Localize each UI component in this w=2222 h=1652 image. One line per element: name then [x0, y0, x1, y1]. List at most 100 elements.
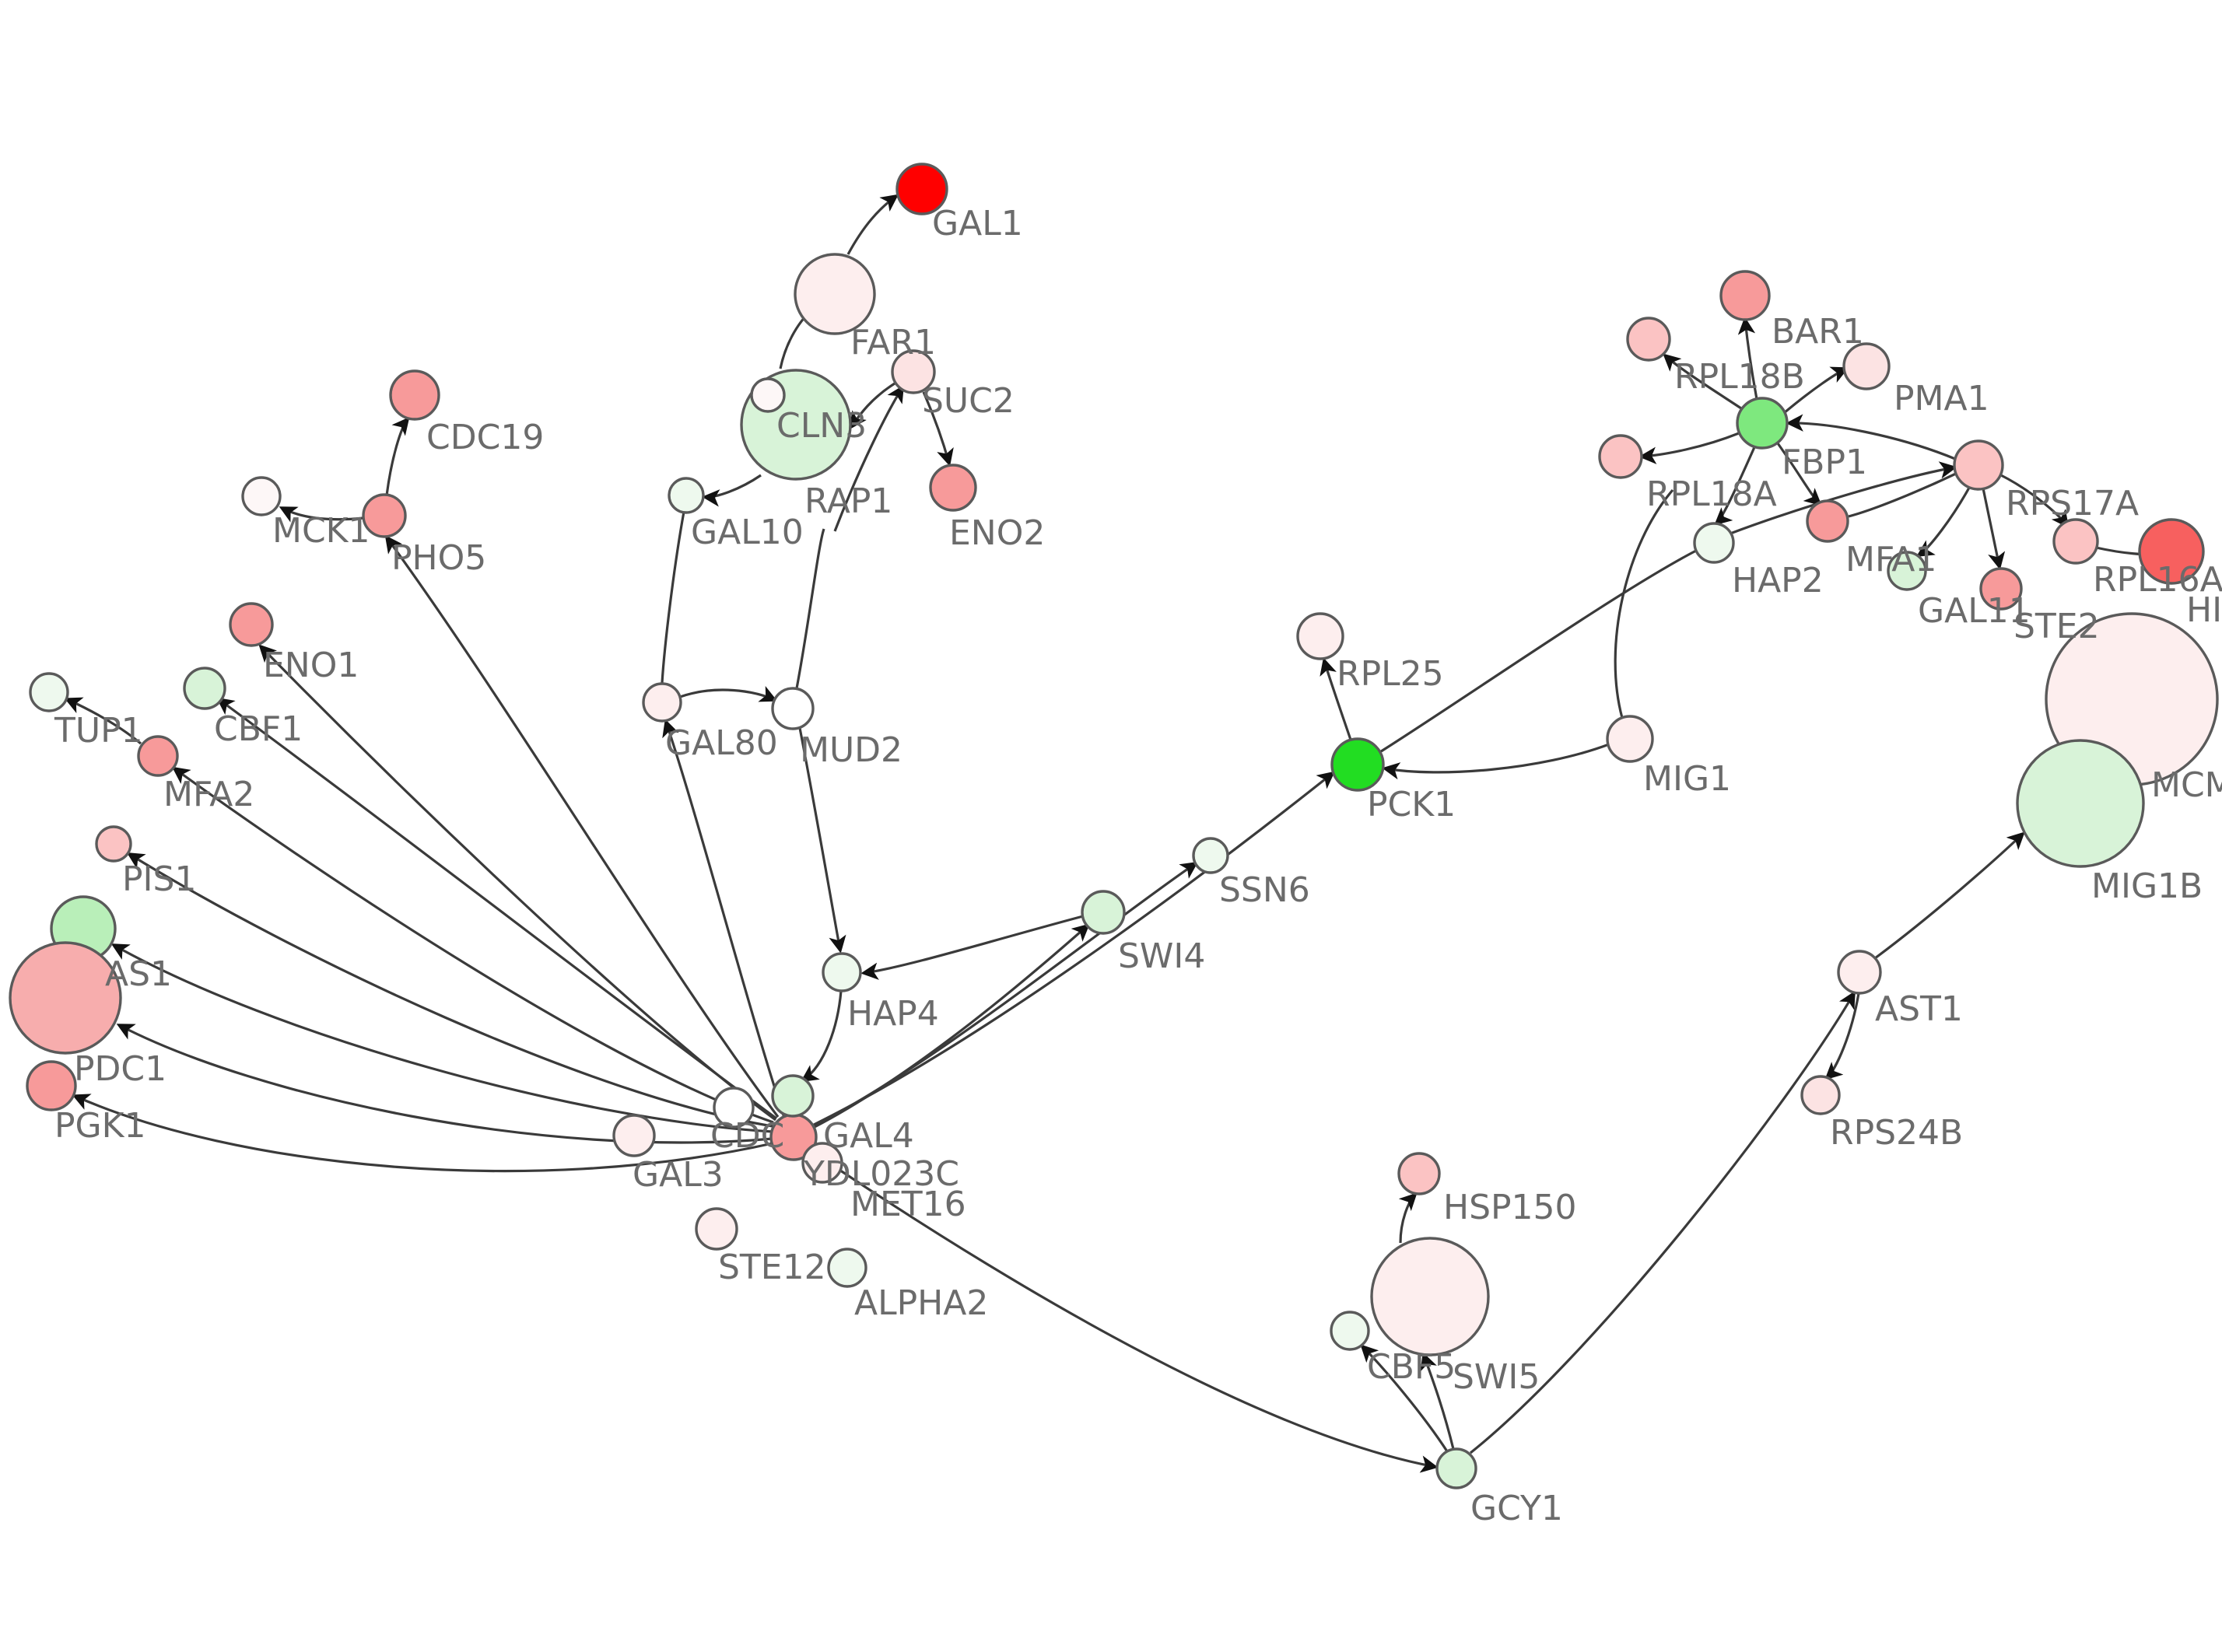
node-ssn6[interactable]: [1192, 837, 1229, 874]
node-ydl023c[interactable]: [801, 1142, 843, 1184]
node-hap4[interactable]: [822, 952, 862, 992]
node-bar1[interactable]: [1719, 270, 1771, 321]
node-eno1[interactable]: [229, 602, 274, 647]
node-pis1[interactable]: [95, 825, 132, 863]
node-gal3[interactable]: [612, 1114, 656, 1157]
node-gal1[interactable]: [895, 163, 948, 215]
node-pgk1[interactable]: [26, 1060, 77, 1111]
edge-ast1-to-mig1b: [1874, 831, 2025, 960]
edge-pho5-to-cdc19: [385, 417, 410, 496]
edge-fbp1-to-bar1: [1737, 317, 1758, 400]
node-ast1[interactable]: [1837, 950, 1882, 995]
node-label-mfa1: MFA1: [1845, 540, 1936, 579]
node-his4[interactable]: [2138, 518, 2205, 585]
node-label-pis1: PIS1: [122, 859, 196, 899]
node-label-pma1: PMA1: [1894, 379, 1989, 418]
edge-gal4-to-cbf1: [216, 697, 777, 1120]
edge-rps17a-to-mfa1: [1848, 471, 1958, 518]
nodes-layer: [9, 163, 2219, 1489]
edge-pho5-to-mck1: [279, 506, 364, 523]
node-fbp1[interactable]: [1736, 397, 1789, 450]
edge-far1-to-gal1: [846, 194, 899, 255]
node-rpl16a[interactable]: [2052, 518, 2099, 565]
edge-gal4-to-gcy1: [808, 1148, 1439, 1473]
node-hsp150[interactable]: [1397, 1152, 1441, 1195]
node-cbf1[interactable]: [183, 667, 226, 710]
node-mig1[interactable]: [1606, 715, 1654, 763]
edge-fbp1-to-rpl18b: [1663, 353, 1744, 411]
node-gcy1[interactable]: [1435, 1447, 1477, 1489]
node-label-gal3: GAL3: [633, 1155, 724, 1195]
node-far1[interactable]: [794, 253, 876, 335]
node-suc2[interactable]: [891, 349, 936, 394]
edge-gal80-to-mud2: [679, 686, 778, 702]
node-gal80[interactable]: [642, 682, 682, 723]
node-label-ast1: AST1: [1875, 989, 1963, 1029]
node-label-pgk1: PGK1: [54, 1106, 145, 1146]
edge-fbp1-to-hap2: [1714, 446, 1756, 526]
node-mud2[interactable]: [771, 687, 815, 730]
node-label-ste2: STE2: [2013, 607, 2100, 646]
node-label-suc2: SUC2: [922, 381, 1015, 421]
node-pck1[interactable]: [1330, 737, 1385, 792]
node-label-met16: MET16: [850, 1185, 966, 1224]
node-label-rpl18a: RPL18A: [1646, 474, 1777, 514]
edge-mig1-to-fbp1: [1614, 488, 1674, 719]
node-mig1b[interactable]: [2016, 739, 2145, 868]
node-label-gal11: GAL11: [1918, 591, 2031, 631]
node-cdc19[interactable]: [389, 369, 440, 421]
edge-rap1-to-suc2: [833, 384, 904, 532]
node-label-gal4: GAL4: [823, 1116, 914, 1156]
node-label-swi5: SWI5: [1453, 1357, 1540, 1397]
node-rpl18b[interactable]: [1626, 317, 1671, 362]
node-eno2[interactable]: [929, 464, 977, 512]
node-label-ste12: STE12: [718, 1248, 826, 1287]
node-ste12[interactable]: [695, 1207, 738, 1251]
node-rpl18a[interactable]: [1598, 434, 1643, 479]
node-tup1[interactable]: [29, 672, 69, 712]
node-ste2[interactable]: [1979, 567, 2023, 611]
edge-fbp1-to-pma1: [1782, 366, 1849, 415]
node-rps24b[interactable]: [1800, 1075, 1841, 1115]
node-alpha2[interactable]: [827, 1248, 867, 1288]
node-pho5[interactable]: [362, 493, 407, 538]
edge-suc2-to-eno2: [922, 391, 954, 467]
node-label-as1: AS1: [105, 954, 172, 994]
node-met16[interactable]: [771, 1074, 815, 1118]
edge-swi4-to-hap4: [860, 915, 1084, 980]
node-rap1[interactable]: [750, 377, 786, 413]
node-label-rpl16a: RPL16A: [2093, 560, 2222, 600]
edge-swi5-to-hsp150: [1398, 1192, 1418, 1244]
node-mfa2[interactable]: [137, 735, 179, 777]
node-rpl25[interactable]: [1296, 612, 1344, 660]
node-pdc1[interactable]: [9, 941, 122, 1055]
node-mfa1[interactable]: [1806, 499, 1849, 543]
node-label-cln3: CLN3: [776, 406, 867, 446]
node-label-rpl18b: RPL18B: [1674, 357, 1805, 397]
node-rps17a[interactable]: [1953, 439, 2004, 491]
node-swi5[interactable]: [1370, 1237, 1490, 1356]
node-swi4[interactable]: [1081, 890, 1126, 935]
node-label-hap2: HAP2: [1732, 561, 1824, 600]
node-cbf5[interactable]: [1330, 1311, 1370, 1351]
node-gal11[interactable]: [1887, 551, 1927, 591]
edge-mud2-to-hap4: [798, 727, 846, 954]
node-cdc39[interactable]: [713, 1087, 755, 1129]
node-pma1[interactable]: [1842, 342, 1891, 390]
node-label-gal80: GAL80: [665, 723, 778, 763]
edge-gal4-to-gal80: [662, 719, 786, 1118]
node-gal10[interactable]: [668, 477, 705, 514]
node-label-cdc19: CDC19: [426, 418, 544, 457]
edge-gal4-to-gas1: [110, 943, 773, 1133]
node-label-eno2: ENO2: [949, 513, 1045, 553]
edge-hap2-to-rps17a: [1730, 461, 1957, 535]
node-label-ssn6: SSN6: [1219, 870, 1310, 910]
node-label-mig1b: MIG1B: [2091, 866, 2203, 906]
node-hap2[interactable]: [1693, 522, 1735, 564]
edge-mud2-to-rap1: [795, 528, 825, 689]
node-label-swi4: SWI4: [1118, 936, 1205, 976]
node-label-cbf1: CBF1: [214, 709, 303, 749]
node-mck1[interactable]: [241, 476, 282, 516]
